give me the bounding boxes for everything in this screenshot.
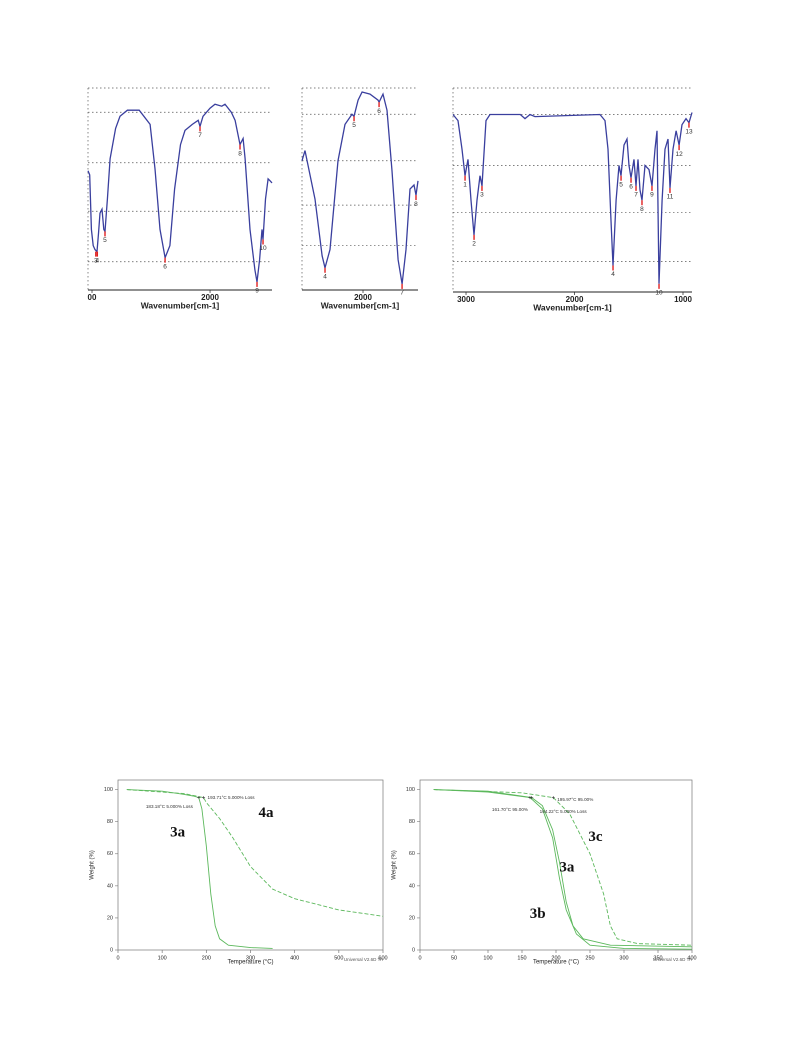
peak-label: 8: [238, 150, 242, 157]
peak-label: 1: [463, 181, 467, 188]
y-axis-label: Weight (%): [90, 850, 96, 880]
x-tick-label: 1000: [674, 295, 692, 304]
series-label: 3a: [170, 824, 186, 840]
series-line: [87, 103, 273, 283]
x-tick-label: 500: [334, 955, 343, 961]
y-tick-label: 40: [107, 883, 113, 889]
annotation: 193.71°C 5.000% Loss: [208, 795, 256, 800]
peak-label: 12: [675, 151, 683, 158]
y-tick-label: 20: [107, 915, 113, 921]
x-tick-label: 200: [551, 955, 560, 961]
annotation-marker: [197, 796, 201, 800]
peak-label: 2: [472, 241, 476, 248]
annotation: 164.22°C 5.000% Loss: [540, 809, 588, 814]
annotation: 161.70°C 95.00%: [492, 807, 528, 812]
series-label: 3c: [588, 829, 603, 845]
y-tick-label: 80: [409, 819, 415, 825]
peak-label: 8: [640, 206, 644, 213]
peak-label: 7: [400, 290, 404, 297]
x-tick-label: 300: [246, 955, 255, 961]
y-tick-label: 80: [107, 819, 113, 825]
peak-label: 5: [619, 181, 623, 188]
series-line: [433, 789, 693, 950]
annotation: 183.18°C 5.000% Loss: [146, 804, 194, 809]
series-label: 3a: [559, 860, 575, 876]
series-line: [452, 112, 693, 284]
x-tick-label: 250: [585, 955, 594, 961]
y-tick-label: 40: [409, 883, 415, 889]
x-tick-label: 0: [418, 955, 421, 961]
x-tick-label: 600: [378, 955, 387, 961]
x-tick-label: 2000: [566, 295, 584, 304]
y-tick-label: 100: [406, 787, 415, 793]
x-tick-label: 100: [158, 955, 167, 961]
series-label: 4a: [258, 805, 274, 821]
x-axis-label: Wavenumber[cm-1]: [533, 302, 612, 312]
y-tick-label: 60: [107, 851, 113, 857]
peak-label: 6: [377, 108, 381, 115]
x-tick-label: 0: [116, 955, 119, 961]
x-axis-label: Temperature (°C): [227, 960, 273, 966]
x-axis-label: Wavenumber[cm-1]: [321, 300, 400, 310]
x-tick-label: 2000: [354, 293, 372, 302]
y-tick-label: 100: [104, 787, 113, 793]
peak-label: 3: [94, 257, 98, 264]
annotation-marker: [530, 796, 534, 800]
peak-label: 7: [634, 192, 638, 199]
series-line: [126, 789, 273, 949]
plot-frame: [419, 779, 693, 951]
x-tick-label: 2000: [201, 293, 219, 302]
y-tick-label: 60: [409, 851, 415, 857]
series-line: [301, 91, 419, 285]
peak-label: 7: [198, 132, 202, 139]
y-tick-label: 0: [412, 947, 415, 953]
series-label: 3b: [530, 906, 546, 922]
peak-label: 6: [163, 263, 167, 270]
annotation-marker: [202, 796, 206, 800]
peak-label: 10: [655, 290, 663, 297]
peak-label: 8: [414, 201, 418, 208]
y-axis-label: Weight (%): [392, 850, 398, 880]
peak-label: 5: [352, 122, 356, 129]
peak-label: 9: [255, 288, 259, 295]
peak-label: 5: [103, 237, 107, 244]
annotation-marker: [551, 796, 555, 800]
x-tick-label: 3000: [457, 295, 475, 304]
peak-label: 6: [629, 183, 633, 190]
x-tick-label: 350: [653, 955, 662, 961]
x-tick-label: 150: [517, 955, 526, 961]
x-tick-label: 300: [619, 955, 628, 961]
series-line: [433, 789, 693, 946]
peak-label: 10: [259, 245, 267, 252]
peak-label: 3: [480, 192, 484, 199]
peak-label: 4: [96, 257, 100, 264]
series-line: [126, 789, 384, 917]
peak-label: 4: [611, 271, 615, 278]
x-tick-label: 200: [202, 955, 211, 961]
footer: Universal V2.6D TA: [653, 957, 692, 962]
annotation: 195.97°C 95.00%: [557, 797, 593, 802]
peak-label: 9: [650, 192, 654, 199]
peak-label: 4: [323, 273, 327, 280]
x-axis-label: Temperature (°C): [533, 960, 579, 966]
x-tick-label: 400: [290, 955, 299, 961]
y-tick-label: 20: [409, 915, 415, 921]
x-tick-label: 400: [687, 955, 696, 961]
x-axis-label: Wavenumber[cm-1]: [141, 300, 220, 310]
peak-label: 11: [667, 194, 674, 201]
x-tick-label: 50: [451, 955, 457, 961]
footer: Universal V2.6D TA: [344, 957, 383, 962]
x-tick-label: 00: [88, 293, 97, 302]
y-tick-label: 0: [110, 947, 113, 953]
peak-label: 13: [685, 128, 693, 135]
x-tick-label: 100: [483, 955, 492, 961]
